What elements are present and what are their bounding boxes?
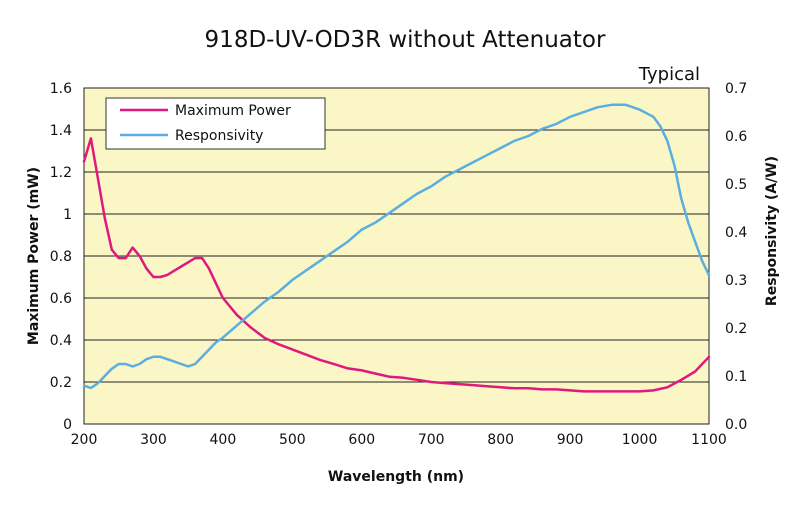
left-y-tick-label: 1.2 (50, 165, 72, 181)
legend-box (105, 97, 326, 150)
left-y-tick-label: 0.6 (50, 291, 72, 307)
legend-label-responsivity: Responsivity (175, 128, 263, 144)
right-y-tick-label: 0.2 (725, 321, 747, 337)
x-axis-label: Wavelength (nm) (328, 469, 464, 485)
right-y-tick-label: 0.5 (725, 177, 747, 193)
x-tick-label: 400 (210, 432, 237, 448)
series-layer (82, 103, 711, 393)
legend: Maximum Power Responsivity (105, 97, 326, 150)
typical-annotation: Typical (638, 64, 700, 85)
x-tick-label: 200 (71, 432, 98, 448)
x-tick-label: 1100 (691, 432, 727, 448)
x-tick-label: 500 (279, 432, 306, 448)
right-y-tick-label: 0.6 (725, 129, 747, 145)
series-line-responsivity (82, 103, 711, 390)
x-tick-label: 300 (140, 432, 167, 448)
left-axis-ticks: 0 0.2 0.4 0.6 0.8 1 1.2 1.4 1.6 (50, 81, 72, 433)
x-axis-ticks: 200 300 400 500 600 700 800 900 1000 1100 (71, 432, 727, 448)
left-y-tick-label: 1 (63, 207, 72, 223)
left-y-tick-label: 0.2 (50, 375, 72, 391)
left-y-tick-label: 0.4 (50, 333, 72, 349)
series-line-maximum-power (82, 137, 711, 393)
x-tick-label: 900 (557, 432, 584, 448)
legend-label-maximum-power: Maximum Power (175, 103, 291, 119)
right-y-tick-label: 0.7 (725, 81, 747, 97)
right-y-tick-label: 0.1 (725, 369, 747, 385)
x-tick-label: 1000 (622, 432, 658, 448)
right-y-tick-label: 0.3 (725, 273, 747, 289)
x-tick-label: 700 (418, 432, 445, 448)
left-y-tick-label: 1.4 (50, 123, 72, 139)
x-tick-label: 600 (348, 432, 375, 448)
grid-lines (84, 129, 709, 383)
left-axis-label: Maximum Power (mW) (26, 167, 42, 345)
left-y-tick-label: 0.8 (50, 249, 72, 265)
right-axis-label: Responsivity (A/W) (764, 156, 780, 306)
right-axis-ticks: 0.0 0.1 0.2 0.3 0.4 0.5 0.6 0.7 (725, 81, 747, 433)
x-tick-label: 800 (487, 432, 514, 448)
chart-title: 918D-UV-OD3R without Attenuator (205, 27, 606, 53)
right-y-tick-label: 0.0 (725, 417, 747, 433)
right-y-tick-label: 0.4 (725, 225, 747, 241)
left-y-tick-label: 1.6 (50, 81, 72, 97)
left-y-tick-label: 0 (63, 417, 72, 433)
